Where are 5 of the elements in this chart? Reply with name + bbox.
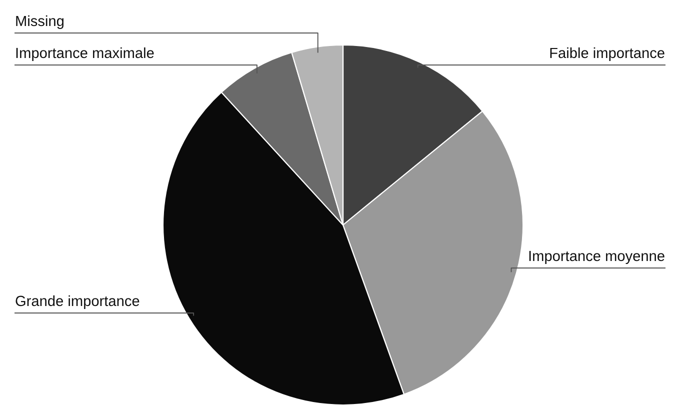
- slice-label: Missing: [16, 15, 64, 29]
- slice-label: Importance moyenne: [529, 250, 664, 264]
- slice-label: Grande importance: [16, 295, 140, 309]
- slice-label: Faible importance: [550, 47, 664, 61]
- slice-label: Importance maximale: [16, 47, 154, 61]
